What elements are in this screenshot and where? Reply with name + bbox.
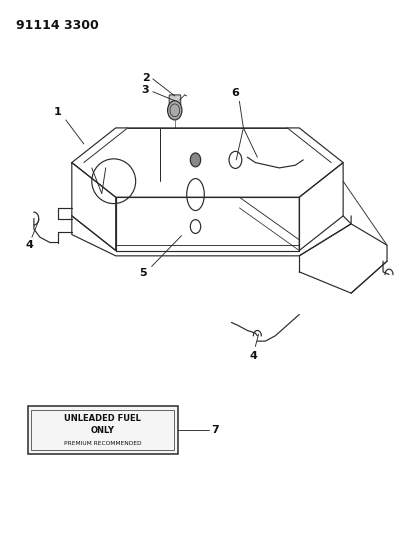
Circle shape (168, 101, 182, 120)
Bar (28, 406, 178, 454)
Text: 1: 1 (54, 107, 62, 117)
Text: ONLY: ONLY (91, 426, 115, 434)
Text: 4: 4 (249, 351, 257, 360)
Text: 5: 5 (139, 268, 147, 278)
Text: PREMIUM RECOMMENDED: PREMIUM RECOMMENDED (64, 441, 142, 446)
Text: 4: 4 (25, 240, 33, 250)
Circle shape (190, 153, 201, 167)
Text: 91114 3300: 91114 3300 (16, 19, 99, 31)
Text: 6: 6 (231, 88, 239, 98)
Bar (31, 410, 174, 450)
Text: 2: 2 (142, 73, 150, 83)
FancyBboxPatch shape (169, 95, 181, 106)
Text: 7: 7 (211, 425, 219, 435)
Text: UNLEADED FUEL: UNLEADED FUEL (64, 414, 141, 423)
Text: 3: 3 (141, 85, 149, 95)
